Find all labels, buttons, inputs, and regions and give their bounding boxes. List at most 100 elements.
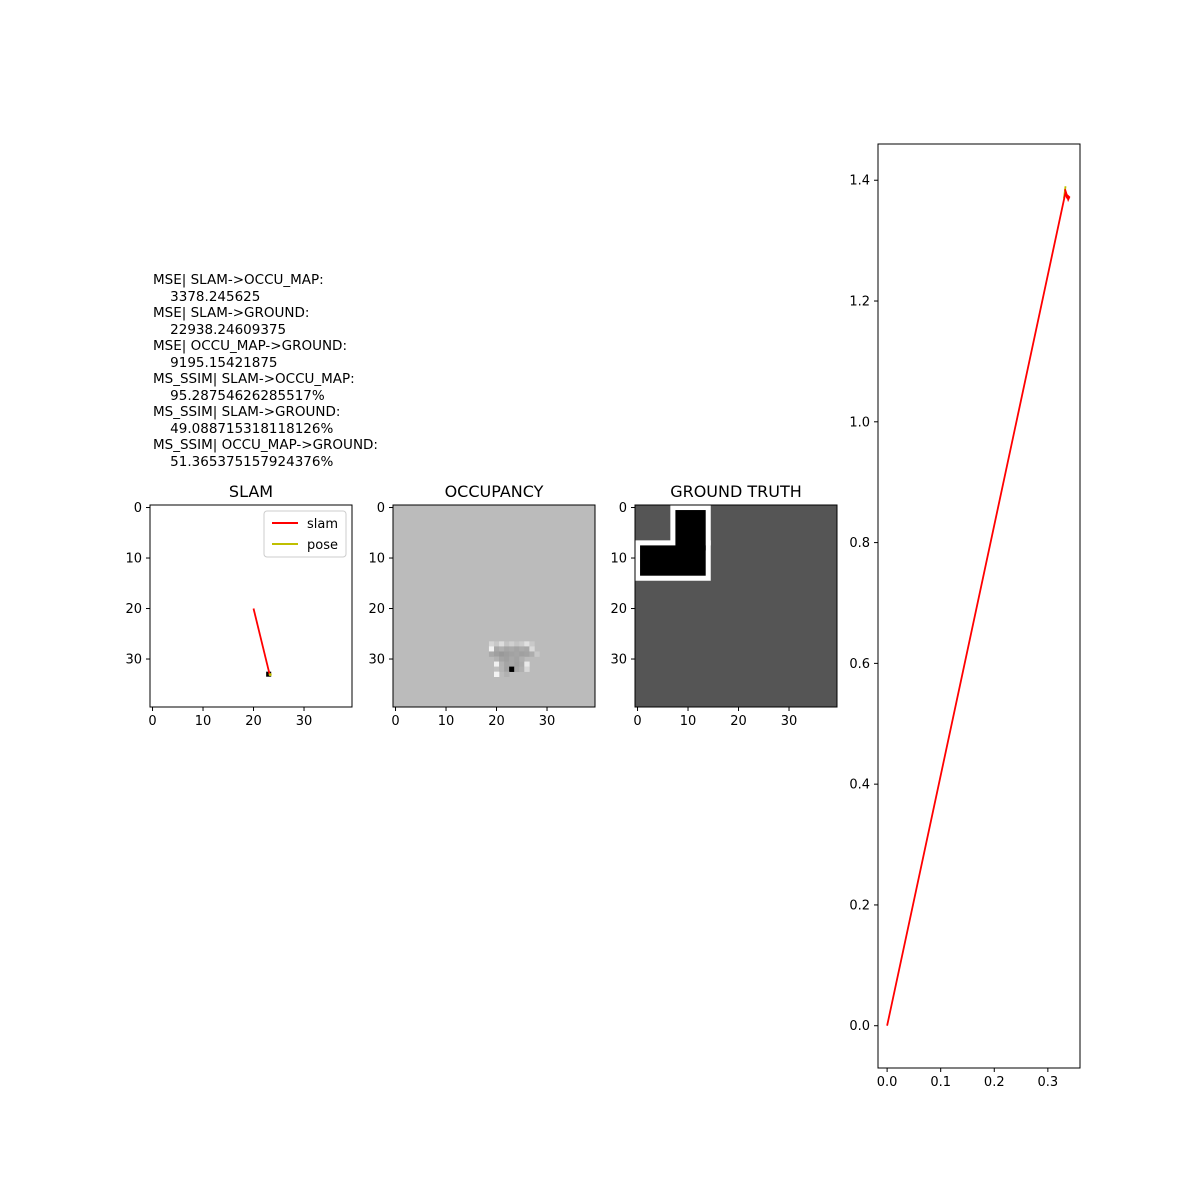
heatmap-cell <box>499 656 505 662</box>
x-tick-label: 20 <box>730 714 747 729</box>
axes-frame <box>149 504 353 708</box>
y-tick-label: 0.2 <box>849 898 870 913</box>
heatmap-cell <box>499 646 505 652</box>
legend: slam pose <box>263 510 347 558</box>
metric-line: MS_SSIM| SLAM->GROUND: <box>153 404 341 420</box>
heatmap-cell <box>488 651 495 657</box>
heatmap-cell <box>529 646 535 652</box>
heatmap-cell <box>499 666 505 672</box>
heatmap-cell <box>499 651 505 657</box>
metrics-text-block: MSE| SLAM->OCCU_MAP: 3378.245625 MSE| SLA… <box>153 272 378 470</box>
chart-panel-0: 0 10 20 30 0 10 20 30 SLAM slam pose <box>125 482 353 729</box>
heatmap-cell <box>524 646 530 652</box>
heatmap-cell <box>514 656 520 662</box>
chart-title: OCCUPANCY <box>445 482 544 501</box>
legend-label: slam <box>307 517 338 532</box>
x-tick-label: 0.3 <box>1038 1075 1059 1090</box>
x-tick-label: 0 <box>391 714 399 729</box>
heatmap-cell <box>504 656 510 662</box>
heatmap-cell <box>494 646 500 652</box>
heatmap-cell <box>509 661 515 667</box>
heatmap-cell <box>519 646 525 652</box>
x-tick-label: 10 <box>195 714 212 729</box>
heatmap-cell <box>494 651 500 657</box>
heatmap-cell <box>504 646 510 652</box>
metric-line: MSE| OCCU_MAP->GROUND: <box>153 338 347 354</box>
x-tick-label: 20 <box>245 714 262 729</box>
metric-line: MS_SSIM| SLAM->OCCU_MAP: <box>153 371 355 387</box>
heatmap-cell <box>504 651 510 657</box>
metric-line: 9195.15421875 <box>153 354 278 371</box>
y-tick-label: 10 <box>368 552 385 567</box>
heatmap-cell <box>509 651 515 657</box>
heatmap-cell <box>504 671 510 677</box>
heatmap-cell <box>529 641 535 647</box>
metric-line: 51.365375157924376% <box>153 453 334 470</box>
plot-area <box>886 186 1071 1026</box>
y-tick-label: 0.4 <box>849 778 870 793</box>
heatmap-cell <box>509 666 515 672</box>
heatmap-cell <box>494 666 500 672</box>
heatmap-cell <box>514 646 520 652</box>
heatmap-cell <box>514 661 520 667</box>
heatmap-cell <box>519 641 525 647</box>
heatmap-cell <box>504 641 510 647</box>
y-tick-label: 30 <box>125 653 142 668</box>
heatmap-cell <box>509 656 515 662</box>
heatmap-cell <box>494 671 500 677</box>
y-tick-label: 0 <box>377 501 385 516</box>
heatmap-cell <box>524 661 530 667</box>
heatmap-cell <box>524 641 530 647</box>
metric-line: MS_SSIM| OCCU_MAP->GROUND: <box>153 437 378 453</box>
y-tick-label: 0.8 <box>849 536 870 551</box>
heatmap-cell <box>494 656 500 662</box>
heatmap-cell <box>504 666 510 672</box>
heatmap-cell <box>504 661 510 667</box>
x-tick-label: 10 <box>680 714 697 729</box>
chart-panel-2: 0 10 20 30 0 10 20 30 GROUND TRUTH <box>610 482 838 729</box>
metric-line: 3378.245625 <box>153 288 261 305</box>
chart-title: GROUND TRUTH <box>670 482 802 501</box>
heatmap-cell <box>499 661 505 667</box>
y-tick-label: 20 <box>610 602 627 617</box>
series-point-pose <box>268 673 272 677</box>
x-tick-label: 30 <box>296 714 313 729</box>
y-tick-label: 0 <box>619 501 627 516</box>
y-tick-label: 1.0 <box>849 415 870 430</box>
heatmap-cell <box>519 651 525 657</box>
axes-frame <box>877 143 1081 1069</box>
y-tick-label: 0 <box>134 501 142 516</box>
x-tick-label: 0 <box>148 714 156 729</box>
heatmap-cell <box>514 641 520 647</box>
heatmap-cell <box>488 641 495 647</box>
metric-line: 95.28754626285517% <box>153 387 325 404</box>
heatmap-cell <box>509 641 515 647</box>
series-line-1 <box>886 189 1071 1026</box>
y-tick-label: 20 <box>368 602 385 617</box>
x-tick-label: 0.0 <box>877 1075 898 1090</box>
metric-line: 49.088715318118126% <box>153 420 334 437</box>
metric-line: MSE| SLAM->GROUND: <box>153 305 310 321</box>
heatmap-cell <box>524 651 530 657</box>
axes-frame <box>392 504 596 708</box>
heatmap-cell <box>519 661 525 667</box>
x-tick-label: 30 <box>781 714 798 729</box>
x-tick-label: 0.1 <box>930 1075 951 1090</box>
chart-panel-1: 0 10 20 30 0 10 20 30 OCCUPANCY <box>368 482 596 729</box>
map-block <box>675 510 706 551</box>
x-tick-label: 20 <box>488 714 505 729</box>
y-tick-label: 30 <box>610 653 627 668</box>
legend-label: pose <box>307 538 338 553</box>
heatmap-cell <box>488 646 495 652</box>
heatmap-cell <box>529 651 535 657</box>
x-tick-label: 10 <box>438 714 455 729</box>
y-tick-label: 1.2 <box>849 295 870 310</box>
heatmap-cell <box>494 661 500 667</box>
y-tick-label: 0.6 <box>849 657 870 672</box>
metric-line: MSE| SLAM->OCCU_MAP: <box>153 272 324 288</box>
heatmap-cell <box>494 641 500 647</box>
x-tick-label: 0 <box>633 714 641 729</box>
heatmap-cell <box>499 641 505 647</box>
x-tick-label: 0.2 <box>984 1075 1005 1090</box>
